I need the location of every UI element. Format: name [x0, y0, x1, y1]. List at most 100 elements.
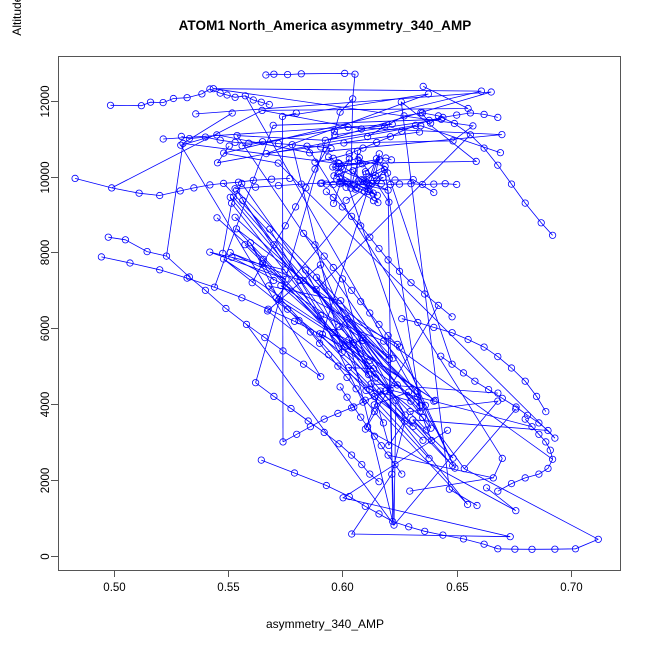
data-point — [425, 454, 433, 462]
data-point — [206, 85, 214, 93]
data-point — [411, 121, 420, 130]
data-point — [351, 70, 359, 78]
data-series — [398, 315, 550, 416]
data-point — [259, 255, 267, 263]
data-point — [265, 100, 273, 109]
data-point — [330, 172, 338, 180]
data-point — [419, 436, 427, 444]
data-series — [252, 379, 383, 486]
data-point — [448, 313, 456, 321]
data-point — [430, 188, 438, 197]
data-point — [249, 96, 257, 104]
data-point — [473, 501, 481, 510]
series-line — [350, 98, 354, 189]
data-point — [336, 383, 344, 391]
series-line — [306, 145, 503, 459]
data-point — [537, 219, 545, 227]
data-point — [257, 456, 265, 464]
data-point — [441, 180, 449, 188]
data-point — [306, 328, 314, 336]
series-line — [277, 162, 556, 439]
series-line — [255, 140, 326, 383]
data-series — [104, 233, 325, 381]
data-point — [305, 149, 314, 157]
data-point — [430, 180, 438, 188]
data-point — [521, 377, 529, 385]
data-point — [494, 487, 502, 495]
series-line — [320, 315, 364, 403]
data-point — [546, 446, 554, 454]
data-point — [238, 142, 246, 150]
data-point — [404, 388, 413, 396]
data-point — [169, 94, 177, 103]
data-point — [375, 245, 383, 253]
y-tick-label: 4000 — [40, 392, 52, 418]
series-line — [401, 318, 547, 412]
data-point — [398, 315, 406, 323]
series-line — [335, 157, 392, 168]
series-line — [233, 196, 421, 413]
data-point — [231, 93, 239, 101]
data-point — [258, 106, 266, 115]
series-line — [246, 324, 395, 526]
data-point — [135, 189, 143, 197]
data-point — [344, 363, 353, 372]
data-point — [71, 174, 79, 182]
data-point — [337, 297, 345, 305]
data-point — [466, 109, 474, 117]
data-point — [302, 266, 310, 274]
data-point — [464, 335, 472, 344]
data-point — [494, 397, 502, 405]
data-point — [179, 139, 187, 147]
data-point — [523, 411, 532, 419]
data-point — [397, 98, 405, 106]
data-point — [521, 199, 529, 207]
data-point — [347, 212, 356, 220]
series-line — [337, 173, 341, 182]
data-point — [347, 286, 356, 294]
data-point — [494, 352, 502, 361]
data-point — [241, 241, 249, 249]
data-point — [104, 233, 112, 241]
series-line — [261, 459, 599, 550]
data-point — [228, 253, 236, 261]
data-point — [176, 187, 184, 195]
data-point — [453, 180, 461, 189]
data-point — [343, 393, 351, 401]
data-point — [347, 404, 356, 412]
data-point — [159, 135, 167, 143]
data-point — [311, 241, 319, 249]
data-point — [311, 165, 319, 173]
data-point — [375, 510, 383, 518]
series-line — [180, 144, 322, 377]
data-point — [398, 470, 406, 478]
data-point — [418, 180, 426, 189]
series-line — [111, 110, 263, 189]
x-tick-label: 0.50 — [103, 582, 125, 594]
data-point — [361, 425, 369, 433]
data-point — [270, 392, 278, 400]
data-point — [249, 176, 257, 184]
data-point — [439, 113, 447, 122]
data-point — [477, 87, 485, 95]
data-point — [206, 181, 214, 189]
data-point — [226, 193, 234, 201]
data-series-extra — [111, 82, 599, 541]
data-point — [317, 373, 325, 381]
series-line — [364, 390, 517, 512]
data-point — [482, 484, 491, 492]
series-line — [282, 116, 284, 442]
data-point — [463, 500, 472, 509]
data-point — [544, 464, 552, 472]
data-point — [507, 364, 516, 372]
series-line — [367, 112, 553, 236]
data-point — [220, 179, 228, 187]
data-point — [369, 365, 378, 373]
data-point — [417, 109, 425, 117]
data-point — [274, 182, 283, 190]
data-point — [274, 159, 282, 167]
data-point — [281, 222, 289, 230]
data-point — [391, 176, 399, 184]
data-point — [322, 188, 330, 196]
